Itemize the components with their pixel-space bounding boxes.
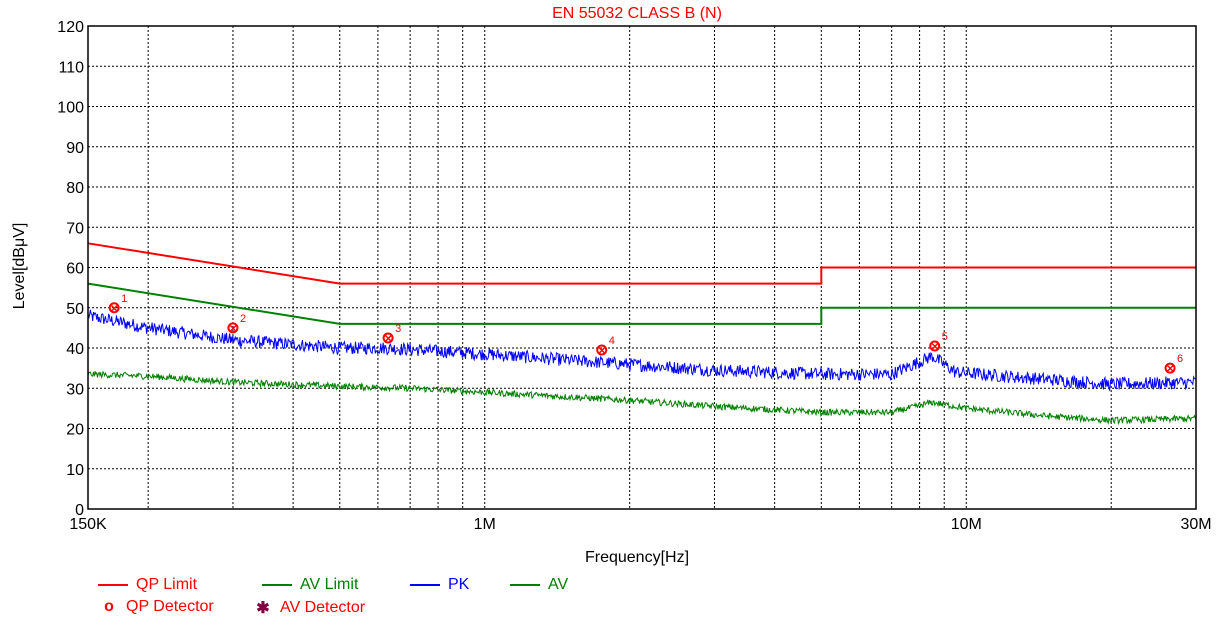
y-tick-label: 110 — [58, 59, 84, 76]
legend-swatch-qp-limit — [98, 584, 128, 586]
legend-item-av-limit: AV Limit — [262, 576, 358, 594]
marker-label: 4 — [609, 335, 615, 347]
limit-lines — [87, 242, 1196, 325]
legend-item-av-detector: ✱ AV Detector — [252, 598, 365, 618]
y-tick-label: 10 — [66, 462, 84, 479]
x-tick-labels: 150K 1M 10M 30M — [69, 516, 1211, 533]
legend-label-av-limit: AV Limit — [300, 576, 359, 593]
y-tick-labels: 0 10 20 30 40 50 60 70 80 90 100 110 120 — [57, 19, 84, 519]
qp-detector-marker — [382, 332, 394, 344]
chart-title: EN 55032 CLASS B (N) — [552, 5, 722, 22]
y-tick-label: 90 — [66, 140, 84, 157]
y-tick-label: 30 — [66, 381, 84, 398]
x-axis-title: Frequency[Hz] — [585, 549, 689, 566]
marker-label: 5 — [942, 331, 948, 343]
plot-frame — [87, 25, 1197, 510]
y-tick-label: 40 — [66, 341, 84, 358]
x-tick-label: 30M — [1180, 516, 1211, 533]
legend-swatch-pk — [410, 584, 440, 586]
av-detector-marker: ✕ — [598, 346, 606, 357]
av-detector-icon: ✱ — [256, 600, 270, 617]
av-detector-marker: ✕ — [1166, 364, 1174, 375]
av-detector-marker: ✕ — [229, 324, 237, 335]
legend-label-pk: PK — [448, 576, 470, 593]
y-tick-label: 100 — [57, 100, 84, 117]
qp-detector-marker — [596, 344, 608, 356]
qp-detector-marker — [108, 302, 120, 314]
y-tick-label: 70 — [66, 220, 84, 237]
legend-item-qp-limit: QP Limit — [98, 576, 197, 594]
legend-label-av-detector: AV Detector — [280, 599, 366, 616]
legend-item-pk: PK — [410, 576, 469, 594]
qp-detector-marker — [1164, 362, 1176, 374]
av-detector-marker: ✕ — [931, 342, 939, 353]
legend-swatch-av — [510, 584, 540, 586]
x-tick-label: 150K — [69, 516, 107, 533]
legend-item-qp-detector: o QP Detector — [98, 598, 214, 616]
qp-detector-icon: o — [104, 598, 114, 615]
y-tick-label: 80 — [66, 180, 84, 197]
marker-label: 3 — [395, 323, 401, 335]
qp-detector-marker — [929, 340, 941, 352]
av-detector-marker: ✕ — [384, 334, 392, 345]
series-av — [87, 370, 1197, 426]
legend-label-qp-detector: QP Detector — [126, 598, 214, 615]
y-axis-title: Level[dBμV] — [11, 223, 28, 310]
y-tick-label: 120 — [57, 19, 84, 36]
y-tick-label: 0 — [75, 502, 84, 519]
marker-label: 2 — [240, 313, 246, 325]
measurement-traces — [87, 309, 1197, 426]
y-tick-label: 20 — [66, 422, 84, 439]
y-tick-label: 50 — [66, 301, 84, 318]
legend-label-qp-limit: QP Limit — [136, 576, 198, 593]
legend-label-av: AV — [548, 576, 569, 593]
qp-detector-marker — [227, 322, 239, 334]
series-av-limit — [87, 282, 1196, 325]
legend-item-av: AV — [510, 576, 568, 594]
av-detector-marker: ✕ — [110, 304, 118, 315]
marker-label: 1 — [121, 293, 127, 305]
peak-markers: ✕1✕2✕3✕4✕5✕6 — [108, 293, 1183, 375]
series-pk — [87, 309, 1197, 392]
legend-swatch-av-limit — [262, 584, 292, 586]
grid — [88, 25, 1196, 510]
series-qp-limit — [87, 242, 1196, 285]
x-tick-label: 1M — [474, 516, 496, 533]
x-tick-label: 10M — [951, 516, 982, 533]
y-tick-label: 60 — [66, 261, 84, 278]
marker-label: 6 — [1177, 353, 1183, 365]
